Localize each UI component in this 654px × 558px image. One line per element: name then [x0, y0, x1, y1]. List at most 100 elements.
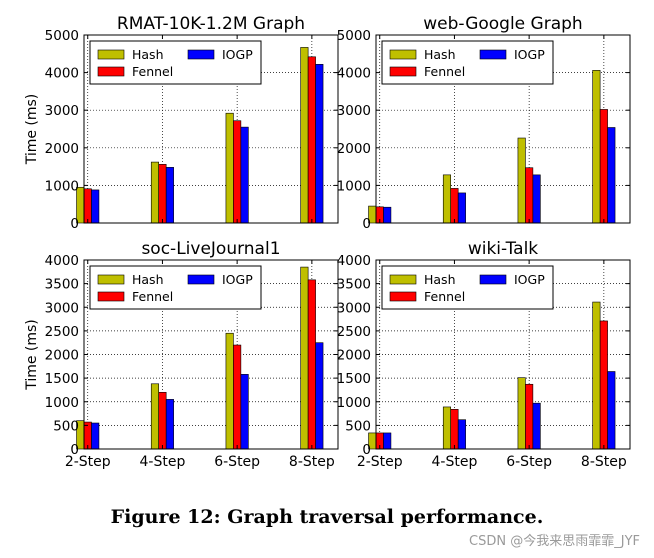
bar-fennel-4-step — [158, 164, 167, 224]
y-tick-label: 1000 — [337, 395, 371, 411]
legend-swatch-hash — [389, 274, 417, 285]
legend-swatch-fennel — [389, 66, 417, 77]
legend-label-fennel: Fennel — [132, 64, 173, 79]
y-tick-label: 4000 — [45, 253, 79, 269]
y-tick-label: 3500 — [45, 277, 79, 293]
bar-iogp-6-step — [240, 374, 249, 450]
chart-title: web-Google Graph — [423, 14, 582, 34]
bar-hash-6-step — [517, 377, 526, 450]
bar-hash-8-step — [300, 47, 309, 224]
legend-label-iogp: IOGP — [514, 272, 545, 287]
x-tick-label: 2-Step — [65, 454, 111, 470]
y-axis-label: Time (ms) — [24, 94, 40, 166]
bar-iogp-2-step — [383, 432, 392, 450]
x-tick-label: 4-Step — [432, 454, 478, 470]
bar-iogp-8-step — [607, 127, 616, 224]
y-tick-label: 2000 — [45, 348, 79, 364]
bar-fennel-4-step — [450, 188, 459, 224]
plot-frame — [83, 34, 339, 224]
y-tick-label: 2500 — [45, 324, 79, 340]
bar-fennel-6-step — [233, 344, 242, 450]
figure-caption: Figure 12: Graph traversal performance. — [110, 506, 544, 528]
y-tick-label: 500 — [53, 418, 79, 434]
legend-label-hash: Hash — [424, 47, 456, 62]
y-tick-label: 4000 — [337, 66, 371, 82]
y-tick-label: 0 — [70, 216, 79, 232]
y-tick-label: 1000 — [337, 178, 371, 194]
legend-swatch-iogp — [479, 49, 507, 60]
y-tick-label: 0 — [70, 442, 79, 458]
y-tick-label: 5000 — [337, 28, 371, 44]
y-tick-label: 3500 — [337, 277, 371, 293]
legend-swatch-hash — [97, 49, 125, 60]
bar-hash-4-step — [442, 174, 452, 224]
legend-swatch-iogp — [187, 49, 215, 60]
x-tick-label: 4-Step — [140, 454, 186, 470]
legend-box — [89, 265, 262, 310]
legend-swatch-fennel — [97, 291, 125, 302]
bar-hash-4-step — [150, 383, 160, 450]
y-tick-label: 2000 — [337, 348, 371, 364]
bar-iogp-4-step — [457, 192, 466, 224]
y-tick-label: 4000 — [45, 66, 79, 82]
y-tick-label: 3000 — [337, 300, 371, 316]
bar-iogp-6-step — [532, 174, 541, 224]
bar-fennel-8-step — [307, 279, 316, 450]
bar-iogp-4-step — [457, 419, 466, 450]
bar-hash-4-step — [442, 406, 452, 450]
y-tick-label: 1500 — [337, 371, 371, 387]
y-tick-label: 3000 — [45, 300, 79, 316]
bar-hash-4-step — [150, 161, 160, 224]
plot-frame — [375, 34, 631, 224]
y-tick-label: 4000 — [337, 253, 371, 269]
y-tick-label: 3000 — [45, 103, 79, 119]
bar-fennel-2-step — [83, 188, 92, 224]
legend-swatch-hash — [97, 274, 125, 285]
x-tick-label: 6-Step — [506, 454, 552, 470]
bar-iogp-2-step — [383, 206, 392, 224]
bar-fennel-4-step — [158, 391, 167, 450]
legend-box — [89, 40, 262, 85]
y-tick-label: 5000 — [45, 28, 79, 44]
legend-label-hash: Hash — [424, 272, 456, 287]
bar-hash-6-step — [517, 137, 526, 224]
bar-hash-6-step — [225, 332, 234, 450]
bar-fennel-8-step — [307, 56, 316, 224]
y-tick-label: 1000 — [45, 395, 79, 411]
y-tick-label: 1500 — [45, 371, 79, 387]
bar-iogp-6-step — [532, 402, 541, 450]
x-tick-label: 6-Step — [214, 454, 260, 470]
legend-label-fennel: Fennel — [132, 289, 173, 304]
legend-label-hash: Hash — [132, 47, 164, 62]
y-tick-label: 2000 — [45, 141, 79, 157]
chart-title: soc-LiveJournal1 — [141, 239, 280, 259]
y-tick-label: 2500 — [337, 324, 371, 340]
legend-label-fennel: Fennel — [424, 64, 465, 79]
legend-swatch-hash — [389, 49, 417, 60]
y-tick-label: 1000 — [45, 178, 79, 194]
y-tick-label: 0 — [362, 216, 371, 232]
bar-hash-8-step — [592, 70, 601, 224]
bar-fennel-6-step — [525, 383, 534, 450]
legend-box — [381, 40, 554, 85]
bar-hash-6-step — [225, 112, 234, 224]
legend-label-iogp: IOGP — [222, 47, 253, 62]
chart-title: RMAT-10K-1.2M Graph — [117, 14, 305, 34]
bar-fennel-6-step — [525, 167, 534, 224]
y-axis-label: Time (ms) — [24, 319, 40, 391]
y-tick-label: 0 — [362, 442, 371, 458]
legend-label-iogp: IOGP — [222, 272, 253, 287]
x-tick-label: 8-Step — [581, 454, 627, 470]
y-tick-label: 3000 — [337, 103, 371, 119]
bar-hash-8-step — [300, 266, 309, 450]
y-tick-label: 2000 — [337, 141, 371, 157]
bar-fennel-2-step — [83, 421, 92, 450]
bar-fennel-4-step — [450, 409, 459, 450]
legend-label-hash: Hash — [132, 272, 164, 287]
x-tick-label: 8-Step — [289, 454, 335, 470]
bar-iogp-8-step — [607, 371, 616, 450]
y-tick-label: 500 — [345, 418, 371, 434]
legend-swatch-iogp — [479, 274, 507, 285]
bar-iogp-8-step — [315, 64, 324, 224]
chart-title: wiki-Talk — [468, 239, 538, 259]
